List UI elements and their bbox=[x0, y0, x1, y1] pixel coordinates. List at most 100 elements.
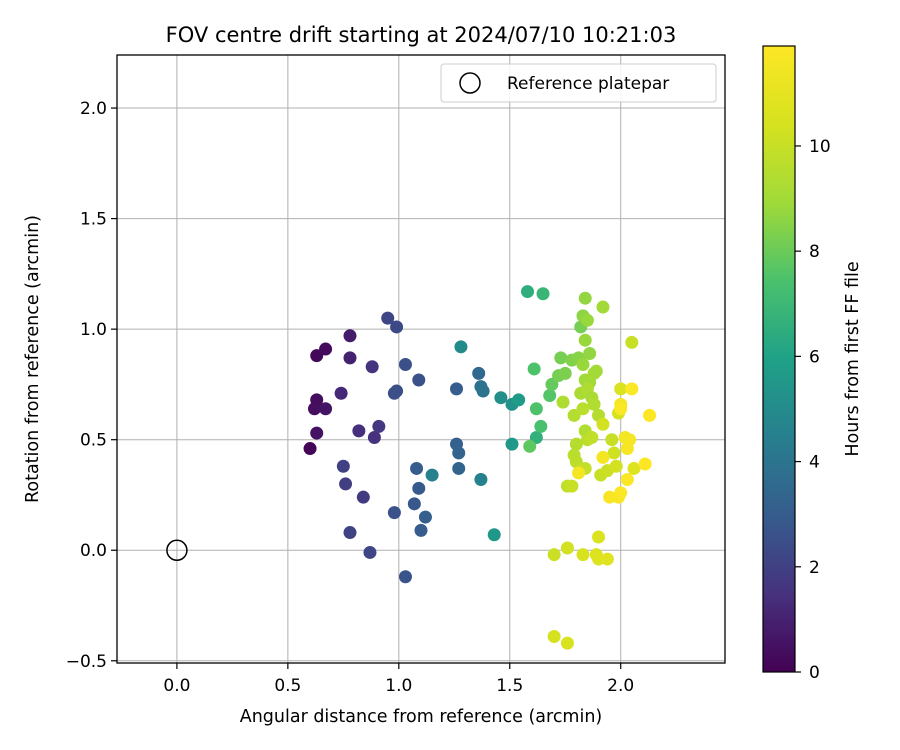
data-point bbox=[303, 442, 317, 456]
data-point bbox=[412, 373, 426, 387]
data-point bbox=[410, 461, 424, 475]
data-point bbox=[572, 466, 586, 480]
data-point bbox=[638, 457, 652, 471]
data-points bbox=[303, 285, 657, 650]
colorbar-tick-label: 6 bbox=[809, 347, 820, 367]
data-point bbox=[567, 408, 581, 422]
data-point bbox=[536, 287, 550, 301]
data-point bbox=[589, 364, 603, 378]
data-point bbox=[569, 437, 583, 451]
data-point bbox=[625, 335, 639, 349]
data-point bbox=[614, 382, 628, 396]
data-point bbox=[521, 285, 535, 299]
data-point bbox=[343, 329, 357, 343]
y-tick-label: 0.0 bbox=[80, 541, 107, 561]
data-point bbox=[529, 402, 543, 416]
data-point bbox=[452, 461, 466, 475]
data-point bbox=[352, 424, 366, 438]
x-axis-label: Angular distance from reference (arcmin) bbox=[240, 707, 603, 727]
data-point bbox=[398, 358, 412, 372]
y-tick-label: 1.5 bbox=[80, 210, 107, 230]
data-point bbox=[643, 408, 657, 422]
data-point bbox=[596, 300, 610, 314]
data-point bbox=[450, 382, 464, 396]
data-point bbox=[596, 450, 610, 464]
data-point bbox=[523, 439, 537, 453]
data-point bbox=[578, 291, 592, 305]
colorbar-label: Hours from first FF file bbox=[843, 261, 863, 456]
data-point bbox=[596, 417, 610, 431]
data-point bbox=[336, 459, 350, 473]
colorbar: 0 2 4 6 8 10 Hours from first FF file bbox=[762, 45, 863, 683]
x-tick-label: 0.0 bbox=[163, 676, 190, 696]
x-tick-label: 2.0 bbox=[607, 676, 634, 696]
data-point bbox=[583, 346, 597, 360]
x-tick-label: 1.5 bbox=[496, 676, 523, 696]
chart-title: FOV centre drift starting at 2024/07/10 … bbox=[166, 23, 677, 47]
data-point bbox=[343, 351, 357, 365]
data-point bbox=[418, 510, 432, 524]
colorbar-ticks: 0 2 4 6 8 10 bbox=[795, 137, 831, 683]
legend-box bbox=[440, 63, 717, 103]
data-point bbox=[547, 629, 561, 643]
x-tick-label: 0.5 bbox=[274, 676, 301, 696]
data-point bbox=[487, 528, 501, 542]
data-point bbox=[614, 486, 628, 500]
grid-lines bbox=[117, 55, 725, 663]
data-point bbox=[534, 419, 548, 433]
data-point bbox=[414, 523, 428, 537]
colorbar-tick-label: 2 bbox=[809, 558, 820, 578]
data-point bbox=[472, 366, 486, 380]
data-point bbox=[578, 333, 592, 347]
legend: Reference platepar bbox=[440, 63, 717, 103]
data-point bbox=[607, 446, 621, 460]
data-point bbox=[387, 386, 401, 400]
data-point bbox=[592, 530, 606, 544]
data-point bbox=[576, 548, 590, 562]
data-point bbox=[494, 391, 508, 405]
data-point bbox=[310, 349, 324, 363]
data-point bbox=[560, 636, 574, 650]
x-axis-ticks: 0.0 0.5 1.0 1.5 2.0 bbox=[163, 663, 634, 696]
data-point bbox=[319, 402, 333, 416]
colorbar-tick-label: 0 bbox=[809, 663, 820, 683]
colorbar-gradient bbox=[762, 45, 796, 673]
data-point bbox=[625, 382, 639, 396]
data-point bbox=[319, 342, 333, 356]
data-point bbox=[580, 313, 594, 327]
data-point bbox=[390, 320, 404, 334]
data-point bbox=[387, 506, 401, 520]
data-point bbox=[609, 459, 623, 473]
data-point bbox=[407, 497, 421, 511]
data-point bbox=[365, 360, 379, 374]
data-point bbox=[545, 377, 559, 391]
data-point bbox=[412, 481, 426, 495]
data-point bbox=[565, 479, 579, 493]
data-point bbox=[620, 442, 634, 456]
data-point bbox=[627, 461, 641, 475]
y-tick-label: 2.0 bbox=[80, 99, 107, 119]
data-point bbox=[343, 526, 357, 540]
y-tick-label: −0.5 bbox=[66, 652, 107, 672]
data-point bbox=[543, 388, 557, 402]
data-point bbox=[620, 472, 634, 486]
y-axis-ticks: −0.5 0.0 0.5 1.0 1.5 2.0 bbox=[66, 99, 117, 672]
data-point bbox=[398, 570, 412, 584]
data-point bbox=[367, 430, 381, 444]
data-point bbox=[600, 552, 614, 566]
data-point bbox=[569, 455, 583, 469]
x-tick-label: 1.0 bbox=[385, 676, 412, 696]
colorbar-tick-label: 10 bbox=[809, 137, 831, 157]
reference-platepar-marker bbox=[166, 539, 188, 561]
data-point bbox=[334, 386, 348, 400]
data-point bbox=[558, 366, 572, 380]
y-tick-label: 0.5 bbox=[80, 431, 107, 451]
data-point bbox=[339, 477, 353, 491]
plot-area-frame bbox=[116, 54, 726, 664]
data-point bbox=[605, 433, 619, 447]
data-point bbox=[310, 426, 324, 440]
data-point bbox=[556, 395, 570, 409]
data-point bbox=[554, 351, 568, 365]
data-point bbox=[527, 362, 541, 376]
